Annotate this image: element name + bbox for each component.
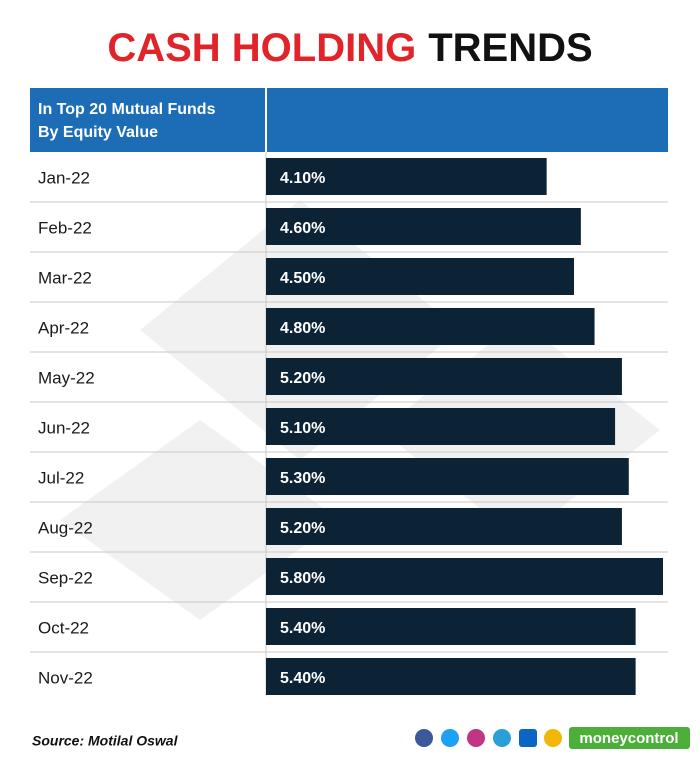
bar (266, 208, 581, 245)
category-label: May-22 (38, 368, 95, 387)
value-label: 5.10% (280, 420, 325, 437)
value-label: 5.20% (280, 520, 325, 537)
social-icons (415, 729, 562, 747)
category-label: Oct-22 (38, 618, 89, 637)
category-label: Aug-22 (38, 518, 93, 537)
category-label: Apr-22 (38, 318, 89, 337)
bar (266, 408, 616, 445)
bar (266, 508, 622, 545)
brand: moneycontrol (579, 730, 678, 747)
category-label: Jun-22 (38, 418, 90, 437)
header-band (30, 88, 668, 152)
value-label: 4.10% (280, 170, 325, 187)
brand-box (569, 727, 690, 749)
value-label: 5.30% (280, 470, 325, 487)
value-label: 5.40% (280, 620, 325, 637)
category-label: Jul-22 (38, 468, 84, 487)
title-rest: TRENDS (428, 26, 592, 70)
bar (266, 558, 663, 595)
rows: Jan-22 4.10% Feb-22 4.60% Mar-22 4.50% Apr-22 4… (30, 158, 668, 695)
category-label: Jan-22 (38, 168, 90, 187)
value-label: 5.40% (280, 670, 325, 687)
category-label: Sep-22 (38, 568, 93, 587)
header-line: By Equity Value (38, 124, 158, 141)
value-label: 5.20% (280, 370, 325, 387)
category-label: Feb-22 (38, 218, 92, 237)
bar (266, 608, 636, 645)
source: Source: Motilal Oswal (32, 733, 179, 749)
bar (266, 158, 547, 195)
bar (266, 258, 575, 295)
bar (266, 358, 622, 395)
bar (266, 458, 629, 495)
bar (266, 308, 595, 345)
value-label: 5.80% (280, 570, 325, 587)
category-label: Nov-22 (38, 668, 93, 687)
chart-title: CASH HOLDING TRENDS (107, 26, 592, 70)
value-label: 4.80% (280, 320, 325, 337)
title-highlight: CASH HOLDING (107, 26, 416, 70)
category-label: Mar-22 (38, 268, 92, 287)
header-line: In Top 20 Mutual Funds (38, 101, 216, 118)
bar (266, 658, 636, 695)
value-label: 4.60% (280, 220, 325, 237)
value-label: 4.50% (280, 270, 325, 287)
